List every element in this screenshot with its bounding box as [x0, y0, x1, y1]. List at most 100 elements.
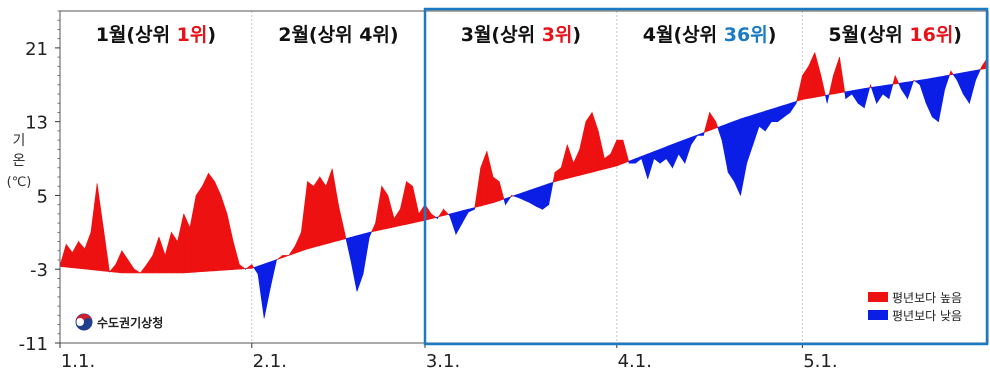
below-normal-area [513, 194, 518, 197]
below-normal-area [666, 144, 672, 167]
above-normal-area [809, 53, 815, 99]
month-rank-label: 5월(상위 16위) [828, 24, 962, 46]
above-normal-area [598, 131, 604, 171]
above-normal-area [388, 195, 394, 228]
above-normal-area [829, 76, 833, 95]
below-normal-area [672, 142, 678, 168]
x-tick-label: 1.1. [61, 351, 95, 372]
below-normal-area [747, 115, 753, 163]
above-normal-area [97, 183, 103, 271]
below-normal-area [765, 109, 771, 131]
month-rank-suffix: ) [768, 24, 777, 46]
below-normal-area [530, 188, 536, 207]
below-normal-area [679, 140, 685, 164]
below-normal-area [691, 135, 697, 145]
below-normal-area [524, 190, 530, 203]
below-normal-area [741, 117, 747, 195]
below-normal-area [915, 80, 920, 85]
above-normal-area [221, 195, 227, 270]
above-normal-area [85, 232, 91, 269]
below-normal-area [462, 209, 468, 223]
y-tick-label: 21 [25, 39, 48, 60]
above-normal-area [110, 265, 116, 273]
above-normal-area [586, 112, 592, 173]
below-normal-area [858, 88, 864, 107]
legend-swatch [868, 292, 888, 302]
below-normal-area [778, 105, 784, 121]
above-normal-area [202, 173, 208, 271]
legend-swatch [868, 310, 888, 320]
below-normal-area [883, 85, 889, 99]
above-normal-area [487, 151, 493, 204]
logo-group: 수도권기상청 [76, 314, 163, 330]
above-normal-area [128, 260, 134, 273]
above-normal-area [153, 237, 159, 273]
x-tick-label: 2.1. [253, 351, 287, 372]
below-normal-area [871, 87, 876, 104]
above-normal-area [345, 232, 346, 239]
above-normal-area [555, 168, 561, 182]
month-rank-prefix: 4월(상위 [643, 24, 724, 46]
above-normal-area [178, 214, 184, 273]
above-normal-area [66, 244, 72, 267]
below-normal-area [945, 75, 950, 89]
above-normal-area [617, 140, 623, 166]
above-normal-area [382, 186, 388, 229]
above-normal-area [833, 57, 839, 94]
above-normal-area [252, 265, 254, 269]
above-normal-area [716, 122, 718, 128]
below-normal-area [852, 90, 858, 104]
below-normal-area [953, 74, 957, 80]
below-normal-area [908, 81, 914, 98]
below-normal-area [456, 211, 462, 234]
below-normal-area [277, 259, 278, 260]
below-normal-area [363, 232, 369, 274]
above-normal-area [326, 169, 332, 244]
above-normal-area [103, 228, 109, 272]
month-rank-label: 3월(상위 3위) [461, 24, 581, 46]
above-normal-area [122, 251, 128, 273]
month-rank-suffix: ) [207, 24, 216, 46]
above-normal-area [79, 242, 85, 269]
month-rank-suffix: ) [953, 24, 962, 46]
above-normal-area [314, 177, 320, 247]
above-normal-area [567, 145, 573, 179]
above-normal-area [91, 183, 97, 270]
below-normal-area [827, 95, 829, 103]
above-normal-area [116, 251, 122, 273]
below-normal-area [957, 73, 963, 94]
above-normal-area [140, 265, 146, 273]
month-rank-suffix: ) [390, 24, 399, 46]
month-rank-value: 4위 [359, 24, 390, 46]
above-normal-area [338, 205, 344, 241]
below-normal-area [518, 192, 524, 200]
above-normal-area [376, 186, 382, 231]
below-normal-area [926, 78, 932, 117]
above-normal-area [580, 122, 586, 176]
above-normal-area [60, 244, 66, 267]
below-normal-area [346, 237, 351, 260]
below-normal-area [920, 79, 926, 103]
above-normal-area [604, 154, 610, 169]
above-normal-area [332, 169, 338, 243]
gridlines [252, 11, 803, 343]
below-normal-area [660, 147, 666, 163]
above-normal-area [406, 182, 412, 225]
below-normal-area [635, 156, 641, 163]
month-labels: 1월(상위 1위)2월(상위 4위)3월(상위 3위)4월(상위 36위)5월(… [96, 24, 962, 46]
y-tick-label: 13 [25, 113, 48, 134]
month-rank-prefix: 5월(상위 [828, 24, 909, 46]
above-normal-area [159, 237, 165, 273]
below-normal-area [254, 266, 258, 274]
below-normal-area [864, 88, 869, 108]
month-rank-label: 4월(상위 36위) [643, 24, 777, 46]
above-normal-area [165, 232, 171, 273]
month-rank-prefix: 1월(상위 [96, 24, 177, 46]
below-normal-area [642, 154, 648, 179]
above-normal-area [307, 182, 313, 249]
above-normal-area [561, 145, 567, 180]
above-normal-area [413, 186, 419, 223]
